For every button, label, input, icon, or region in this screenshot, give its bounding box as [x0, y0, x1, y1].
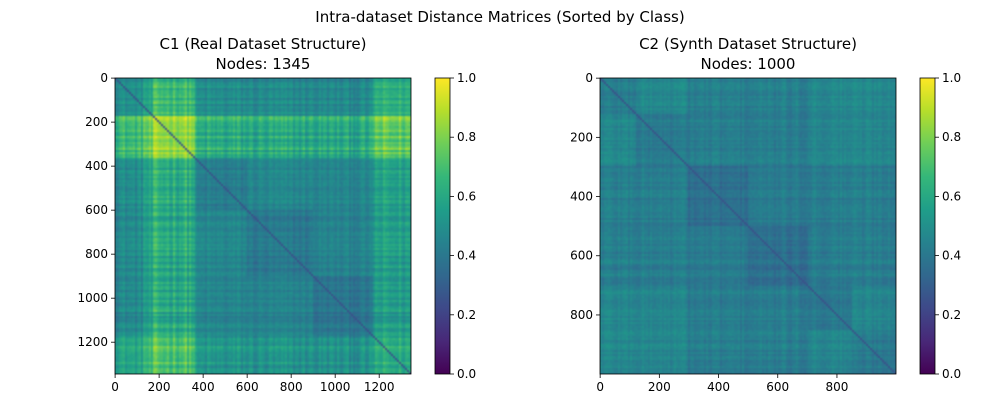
c2-colorbar-gradient: [920, 78, 935, 374]
c1-heatmap-image: [115, 78, 411, 374]
c1-colorbar-tick-label: 0.6: [457, 189, 476, 203]
c1-heatmap: [114, 77, 412, 375]
c1-y-tick-label: 800: [85, 247, 108, 261]
c2-y-axis: 0 200 400 600 800: [570, 71, 600, 322]
c2-heatmap: [599, 77, 897, 375]
c1-title-line2: Nodes: 1345: [216, 55, 311, 73]
c1-x-axis: 0 200 400 600 800 1000 1200: [111, 374, 394, 394]
c1-x-tick-label: 800: [280, 380, 303, 394]
c2-heatmap-image: [600, 78, 896, 374]
c2-x-axis: 0 200 400 600 800: [596, 374, 848, 394]
c1-colorbar-tick-label: 0.2: [457, 308, 476, 322]
c1-colorbar-ticks: 0.0 0.2 0.4 0.6 0.8 1.0: [450, 71, 476, 381]
c2-x-tick-label: 200: [648, 380, 671, 394]
c1-colorbar-tick-label: 0.8: [457, 130, 476, 144]
c2-x-tick-label: 0: [596, 380, 604, 394]
c2-y-tick-label: 400: [570, 190, 593, 204]
c1-y-tick-label: 1200: [77, 335, 108, 349]
c2-title-line2: Nodes: 1000: [701, 55, 796, 73]
c2-x-tick-label: 800: [825, 380, 848, 394]
c2-colorbar-tick-label: 0.2: [942, 308, 961, 322]
c2-colorbar-tick-label: 0.4: [942, 249, 961, 263]
c1-x-tick-label: 1000: [320, 380, 351, 394]
c2-colorbar-tick-label: 1.0: [942, 71, 961, 85]
c1-colorbar-tick-label: 0.4: [457, 249, 476, 263]
c1-y-tick-label: 1000: [77, 291, 108, 305]
c1-y-tick-label: 200: [85, 115, 108, 129]
c2-colorbar-frame: [919, 77, 936, 375]
c1-colorbar-tick-label: 1.0: [457, 71, 476, 85]
c1-colorbar: 0.0 0.2 0.4 0.6 0.8 1.0: [434, 71, 476, 381]
c1-heatmap-frame: [114, 77, 412, 375]
c2-colorbar-tick-label: 0.0: [942, 367, 961, 381]
c1-y-tick-label: 400: [85, 159, 108, 173]
c2-title-line1: C2 (Synth Dataset Structure): [639, 35, 857, 53]
c2-colorbar-tick-label: 0.8: [942, 130, 961, 144]
c1-y-tick-label: 600: [85, 203, 108, 217]
c1-y-axis: 0 200 400 600 800 1000 1200: [77, 71, 115, 349]
c2-colorbar-ticks: 0.0 0.2 0.4 0.6 0.8 1.0: [935, 71, 961, 381]
c2-colorbar: 0.0 0.2 0.4 0.6 0.8 1.0: [919, 71, 961, 381]
c1-colorbar-gradient: [435, 78, 450, 374]
c1-x-tick-label: 0: [111, 380, 119, 394]
c2-x-tick-label: 600: [766, 380, 789, 394]
c2-y-tick-label: 600: [570, 249, 593, 263]
c1-title-line1: C1 (Real Dataset Structure): [160, 35, 367, 53]
c1-x-tick-label: 600: [236, 380, 259, 394]
c2-colorbar-tick-label: 0.6: [942, 189, 961, 203]
c1-colorbar-frame: [434, 77, 451, 375]
panel-c2: C2 (Synth Dataset Structure) Nodes: 1000…: [570, 35, 961, 394]
figure-suptitle: Intra-dataset Distance Matrices (Sorted …: [315, 8, 684, 26]
panel-c1: C1 (Real Dataset Structure) Nodes: 1345 …: [77, 35, 476, 394]
c1-x-tick-label: 400: [192, 380, 215, 394]
c2-y-tick-label: 200: [570, 130, 593, 144]
c2-y-tick-label: 800: [570, 308, 593, 322]
c2-y-tick-label: 0: [585, 71, 593, 85]
c1-y-tick-label: 0: [100, 71, 108, 85]
c2-x-tick-label: 400: [707, 380, 730, 394]
c1-colorbar-tick-label: 0.0: [457, 367, 476, 381]
c1-x-tick-label: 1200: [364, 380, 395, 394]
c1-x-tick-label: 200: [148, 380, 171, 394]
c2-heatmap-frame: [599, 77, 897, 375]
